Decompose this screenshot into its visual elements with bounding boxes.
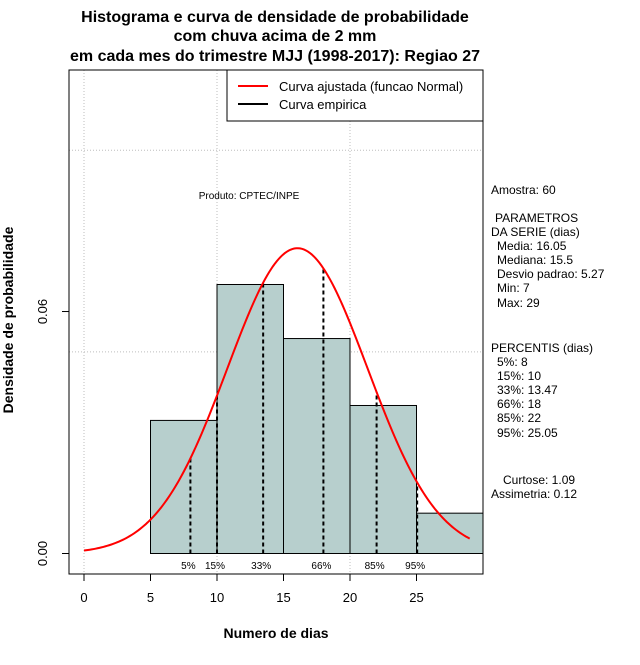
x-tick-label: 25 [409,590,423,605]
histogram-bar [283,338,351,554]
y-axis: 0.00 0.06 [35,299,69,566]
stats-side-panel: Amostra: 60 PARAMETROS DA SERIE (dias) M… [491,183,605,501]
legend-box [226,69,484,122]
params-title-1: PARAMETROS [495,211,578,225]
stat-desvio: Desvio padrao: 5.27 [497,267,605,281]
percentile-label: 95% [405,561,425,572]
x-axis: 0 5 10 15 20 25 [80,573,424,605]
normal-fit-curve [83,247,471,552]
percentile-lines: 5% 15% 33% 66% 85% 95% [181,268,425,572]
product-annotation: Produto: CPTEC/INPE [199,191,300,202]
stat-p5: 5%: 8 [497,355,528,369]
stat-p15: 15%: 10 [497,369,541,383]
stat-mediana: Mediana: 15.5 [497,253,573,267]
histogram-bar [150,419,218,555]
legend-label-empirical: Curva empirica [279,97,367,112]
x-tick-label: 15 [276,590,290,605]
stat-p66: 66%: 18 [497,397,541,411]
percentile-label: 85% [365,561,385,572]
x-tick-label: 0 [80,590,87,605]
params-title-2: DA SERIE (dias) [491,225,580,239]
histogram-bar [216,283,284,554]
legend-label-normal: Curva ajustada (funcao Normal) [279,79,463,94]
percentile-label: 66% [311,561,331,572]
chart-title-line-2: com chuva acima de 2 mm [174,28,377,45]
percentis-title: PERCENTIS (dias) [491,341,593,355]
percentile-label: 33% [251,561,271,572]
y-tick-label: 0.06 [35,299,50,324]
sample-size: Amostra: 60 [491,183,556,197]
y-tick-label: 0.00 [35,541,50,566]
stat-p95: 95%: 25.05 [497,426,558,440]
stat-assimetria: Assimetria: 0.12 [491,487,577,501]
x-tick-label: 10 [210,590,224,605]
stat-p33: 33%: 13.47 [497,383,558,397]
legend: Curva ajustada (funcao Normal) Curva emp… [226,69,484,122]
stat-curtose: Curtose: 1.09 [503,473,575,487]
x-axis-label: Numero de dias [223,625,328,641]
x-tick-label: 20 [343,590,357,605]
stat-max: Max: 29 [497,296,540,310]
y-axis-label: Densidade de probabilidade [0,226,16,413]
stat-min: Min: 7 [497,281,530,295]
chart-title-line-3: em cada mes do trimestre MJJ (1998-2017)… [70,48,480,65]
percentile-label: 5% [181,561,196,572]
histogram-bars [150,283,484,555]
stat-p85: 85%: 22 [497,411,541,425]
stat-media: Media: 16.05 [497,239,567,253]
histogram-bar [416,512,484,554]
percentile-label: 15% [205,561,225,572]
chart-title-line-1: Histograma e curva de densidade de proba… [81,9,469,26]
x-tick-label: 5 [147,590,154,605]
histogram-bar [349,404,417,554]
